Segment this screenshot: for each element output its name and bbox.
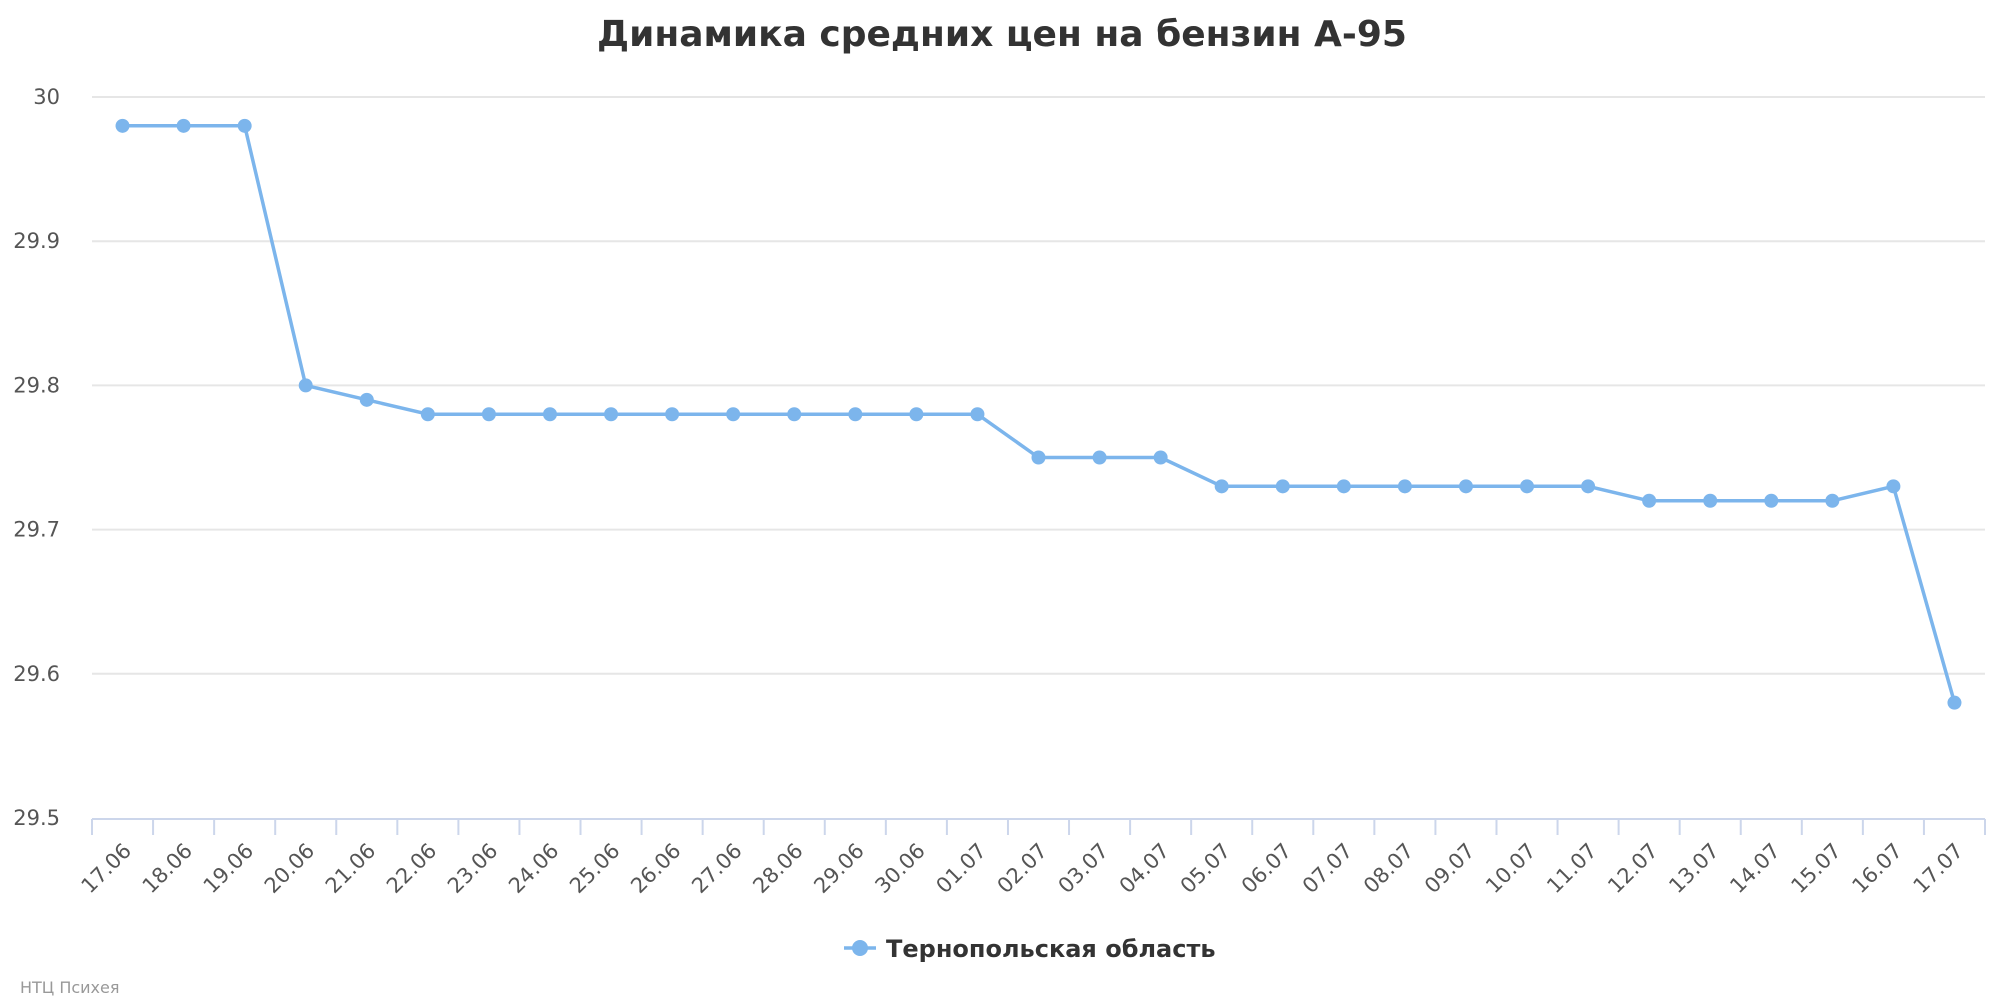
data-point[interactable]	[420, 407, 435, 422]
y-tick-label: 29.5	[13, 806, 60, 830]
x-tick-label: 07.07	[1298, 839, 1357, 898]
x-tick-label: 17.06	[77, 839, 136, 898]
y-tick-label: 29.9	[13, 229, 60, 253]
x-tick-label: 08.07	[1359, 839, 1418, 898]
x-tick-label: 16.07	[1847, 839, 1906, 898]
x-tick-label: 29.06	[809, 839, 868, 898]
x-tick-label: 21.06	[321, 839, 380, 898]
data-point[interactable]	[115, 118, 130, 133]
data-point[interactable]	[237, 118, 252, 133]
data-point[interactable]	[1947, 695, 1962, 710]
x-tick-label: 28.06	[748, 839, 807, 898]
series-line	[122, 124, 1957, 704]
x-tick-label: 18.06	[138, 839, 197, 898]
x-tick-label: 14.07	[1725, 839, 1784, 898]
x-tick-label: 02.07	[993, 839, 1052, 898]
data-point[interactable]	[1458, 479, 1473, 494]
x-tick-label: 19.06	[199, 839, 258, 898]
data-point[interactable]	[604, 407, 619, 422]
chart-title: Динамика средних цен на бензин А-95	[597, 14, 1407, 55]
x-tick-label: 15.07	[1786, 839, 1845, 898]
data-point[interactable]	[665, 407, 680, 422]
x-tick-label: 26.06	[626, 839, 685, 898]
data-point[interactable]	[1031, 450, 1046, 465]
data-point[interactable]	[542, 407, 557, 422]
data-point[interactable]	[1153, 450, 1168, 465]
legend-label[interactable]: Тернопольская область	[886, 935, 1216, 963]
x-tick-label: 09.07	[1420, 839, 1479, 898]
credits-text: НТЦ Психея	[20, 978, 119, 997]
data-point[interactable]	[298, 378, 313, 393]
legend[interactable]: Тернопольская область	[844, 935, 1216, 963]
data-point[interactable]	[970, 407, 985, 422]
data-point[interactable]	[1886, 479, 1901, 494]
x-tick-label: 22.06	[382, 839, 441, 898]
series-layer	[115, 118, 1962, 710]
data-point[interactable]	[1825, 493, 1840, 508]
x-tick-label: 06.07	[1237, 839, 1296, 898]
x-tick-label: 12.07	[1603, 839, 1662, 898]
data-point[interactable]	[359, 392, 374, 407]
data-point[interactable]	[726, 407, 741, 422]
data-point[interactable]	[909, 407, 924, 422]
x-tick-label: 23.06	[443, 839, 502, 898]
data-point[interactable]	[1336, 479, 1351, 494]
y-tick-label: 29.7	[13, 518, 60, 542]
data-point[interactable]	[176, 118, 191, 133]
y-tick-label: 30	[33, 85, 60, 109]
grid	[92, 96, 1985, 675]
x-tick-label: 11.07	[1542, 839, 1601, 898]
data-point[interactable]	[1092, 450, 1107, 465]
x-tick-label: 17.07	[1909, 839, 1968, 898]
legend-marker-icon	[852, 940, 868, 956]
data-point[interactable]	[1214, 479, 1229, 494]
y-tick-label: 29.8	[13, 373, 60, 397]
data-point[interactable]	[1397, 479, 1412, 494]
x-tick-label: 27.06	[687, 839, 746, 898]
data-point[interactable]	[481, 407, 496, 422]
data-point[interactable]	[848, 407, 863, 422]
x-tick-label: 01.07	[931, 839, 990, 898]
y-tick-label: 29.6	[13, 662, 60, 686]
x-tick-label: 24.06	[504, 839, 563, 898]
x-tick-label: 20.06	[260, 839, 319, 898]
x-tick-label: 30.06	[870, 839, 929, 898]
data-point[interactable]	[1703, 493, 1718, 508]
x-tick-label: 04.07	[1115, 839, 1174, 898]
x-tick-label: 13.07	[1664, 839, 1723, 898]
x-tick-label: 25.06	[565, 839, 624, 898]
x-tick-label: 03.07	[1054, 839, 1113, 898]
x-axis: 17.06 18.06 19.06 20.06 21.06 22.06 23.06 24.06…	[77, 818, 1986, 898]
x-tick-label: 10.07	[1481, 839, 1540, 898]
data-point[interactable]	[1764, 493, 1779, 508]
data-point[interactable]	[1581, 479, 1596, 494]
data-point[interactable]	[787, 407, 802, 422]
data-point[interactable]	[1275, 479, 1290, 494]
data-point[interactable]	[1642, 493, 1657, 508]
data-point[interactable]	[1520, 479, 1535, 494]
x-tick-label: 05.07	[1176, 839, 1235, 898]
y-axis: 29.5 29.6 29.7 29.8 29.9 30	[13, 85, 60, 830]
